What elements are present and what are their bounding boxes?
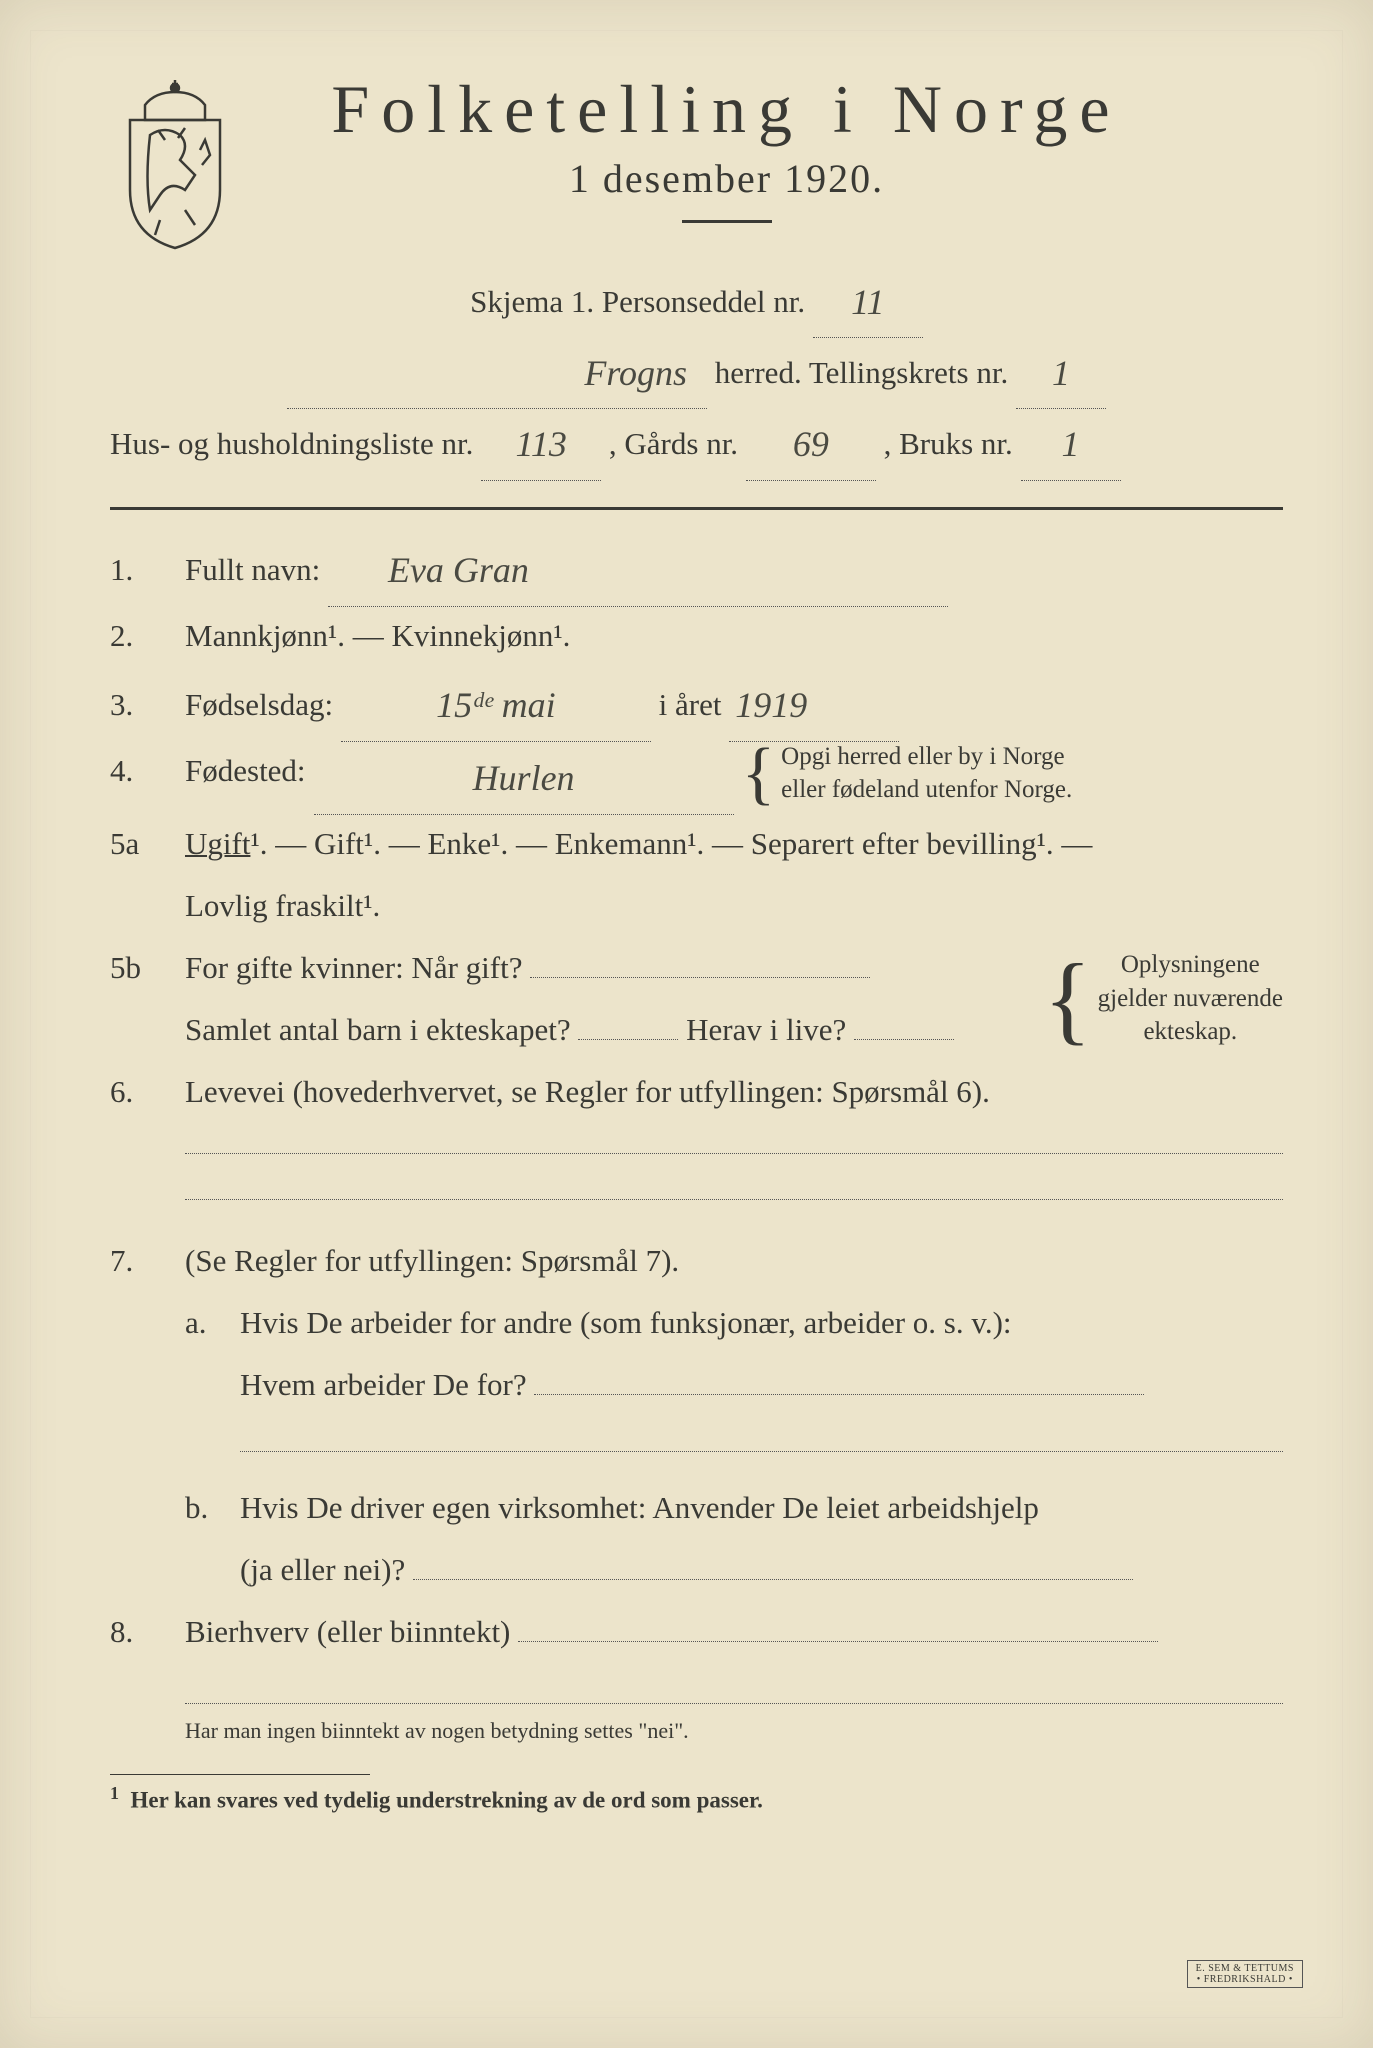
bruks-label: , Bruks nr. — [884, 426, 1013, 461]
q3-num: 3. — [110, 674, 185, 736]
q2-text: Mannkjønn¹. — Kvinnekjønn¹. — [185, 605, 1283, 667]
footnote-2: 1 Her kan svares ved tydelig understrekn… — [110, 1783, 1283, 1814]
printer-l1: E. SEM & TETTUMS — [1196, 1963, 1294, 1974]
q1-value: Eva Gran — [328, 534, 948, 607]
printer-mark: E. SEM & TETTUMS • FREDRIKSHALD • — [1187, 1960, 1303, 1988]
q1-label: Fullt navn: — [185, 552, 320, 587]
q7a-l1: Hvis De arbeider for andre (som funksjon… — [240, 1292, 1283, 1354]
footnote-2-num: 1 — [110, 1783, 119, 1803]
meta-line-2: Frogns herred. Tellingskrets nr. 1 — [110, 336, 1283, 407]
q6: 6. Levevei (hovederhvervet, se Regler fo… — [110, 1061, 1283, 1123]
q7: 7. (Se Regler for utfyllingen: Spørsmål … — [110, 1230, 1283, 1292]
q5a-rest: ¹. — Gift¹. — Enke¹. — Enkemann¹. — Sepa… — [250, 826, 1092, 861]
footnote-2-text: Her kan svares ved tydelig understreknin… — [131, 1787, 763, 1812]
q3-label-a: Fødselsdag: — [185, 687, 333, 722]
subtitle: 1 desember 1920. — [270, 155, 1183, 202]
tellingskrets-nr: 1 — [1016, 338, 1106, 409]
q4-num: 4. — [110, 740, 185, 802]
q3-value-a: 15ᵈᵉ mai — [341, 669, 651, 742]
q5b-note: { Oplysningene gjelder nuværende ekteska… — [1044, 948, 1283, 1049]
q8-label: Bierhverv (eller biinntekt) — [185, 1614, 510, 1649]
q7a-l2: Hvem arbeider De for? — [240, 1367, 527, 1402]
q5b-l1: For gifte kvinner: Når gift? — [185, 950, 522, 985]
q5a-line2: Lovlig fraskilt¹. — [110, 875, 1283, 937]
main-title: Folketelling i Norge — [270, 70, 1183, 149]
q5b-note-l3: ekteskap. — [1143, 1018, 1237, 1045]
q5b-fill-1 — [530, 977, 870, 978]
q6-num: 6. — [110, 1061, 185, 1123]
q8-fill — [518, 1641, 1158, 1642]
skjema-label: Skjema 1. Personseddel nr. — [470, 284, 805, 319]
q7b-num: b. — [185, 1477, 240, 1539]
q5a: 5a Ugift¹. — Gift¹. — Enke¹. — Enkemann¹… — [110, 813, 1283, 875]
husliste-nr: 113 — [481, 409, 601, 480]
meta-line-3: Hus- og husholdningsliste nr. 113 , Gård… — [110, 407, 1283, 478]
q3-value-b: 1919 — [729, 669, 899, 742]
census-form-page: Folketelling i Norge 1 desember 1920. Sk… — [0, 0, 1373, 2048]
q8-line — [185, 1703, 1283, 1704]
q4-note-l2: eller fødeland utenfor Norge. — [781, 776, 1072, 803]
q5b-l2b: Herav i live? — [686, 1012, 846, 1047]
q7a-fill — [534, 1394, 1144, 1395]
q8-num: 8. — [110, 1601, 185, 1663]
brace-icon: { — [742, 756, 776, 791]
q5b-fill-2 — [578, 1039, 678, 1040]
q7b-fill — [413, 1579, 1133, 1580]
q7b-l2: (ja eller nei)? — [240, 1552, 405, 1587]
q4: 4. Fødested: Hurlen { Opgi herred eller … — [110, 740, 1283, 813]
personseddel-nr: 11 — [813, 267, 923, 338]
printer-l2: • FREDRIKSHALD • — [1196, 1974, 1294, 1985]
meta-line-1: Skjema 1. Personseddel nr. 11 — [110, 265, 1283, 336]
gards-label: , Gårds nr. — [609, 426, 738, 461]
q1-num: 1. — [110, 539, 185, 601]
bruks-nr: 1 — [1021, 409, 1121, 480]
q2: 2. Mannkjønn¹. — Kvinnekjønn¹. — [110, 605, 1283, 667]
q1: 1. Fullt navn: Eva Gran — [110, 532, 1283, 605]
q5b-note-l2: gjelder nuværende — [1098, 985, 1283, 1012]
title-rule — [682, 220, 772, 223]
gards-nr: 69 — [746, 409, 876, 480]
q5b: 5b For gifte kvinner: Når gift? Samlet a… — [110, 937, 1283, 1061]
q5a-ugift: Ugift — [185, 826, 250, 861]
q5b-note-l1: Oplysningene — [1121, 951, 1260, 978]
q7b-l1: Hvis De driver egen virksomhet: Anvender… — [240, 1477, 1283, 1539]
q7a-line — [240, 1451, 1283, 1452]
q4-note-l1: Opgi herred eller by i Norge — [781, 743, 1064, 770]
q2-num: 2. — [110, 605, 185, 667]
brace-icon: { — [1044, 974, 1092, 1024]
q4-note: { Opgi herred eller by i Norge eller fød… — [742, 740, 1073, 808]
hus-label: Hus- og husholdningsliste nr. — [110, 426, 473, 461]
q6-line-2 — [185, 1199, 1283, 1200]
q8: 8. Bierhverv (eller biinntekt) — [110, 1601, 1283, 1663]
q5a-num: 5a — [110, 813, 185, 875]
q7-num: 7. — [110, 1230, 185, 1292]
header: Folketelling i Norge 1 desember 1920. — [110, 70, 1283, 255]
q6-line-1 — [185, 1153, 1283, 1154]
q6-text: Levevei (hovederhvervet, se Regler for u… — [185, 1061, 1283, 1123]
title-block: Folketelling i Norge 1 desember 1920. — [270, 70, 1283, 255]
q5b-fill-3 — [854, 1039, 954, 1040]
q3-label-b: i året — [659, 687, 722, 722]
footnote-rule — [110, 1774, 370, 1775]
q5b-num: 5b — [110, 937, 185, 999]
q5a-text2: Lovlig fraskilt¹. — [185, 875, 1283, 937]
q7a: a. Hvis De arbeider for andre (som funks… — [110, 1292, 1283, 1416]
q3: 3. Fødselsdag: 15ᵈᵉ mai i året 1919 — [110, 667, 1283, 740]
herred-value: Frogns — [287, 338, 707, 409]
q7-intro: (Se Regler for utfyllingen: Spørsmål 7). — [185, 1230, 1283, 1292]
herred-label: herred. Tellingskrets nr. — [715, 355, 1008, 390]
footnote-1: Har man ingen biinntekt av nogen betydni… — [185, 1718, 1283, 1744]
divider-main — [110, 507, 1283, 510]
q4-value: Hurlen — [314, 742, 734, 815]
q7b: b. Hvis De driver egen virksomhet: Anven… — [110, 1477, 1283, 1601]
q7a-num: a. — [185, 1292, 240, 1354]
coat-of-arms-icon — [110, 80, 240, 250]
q5b-l2a: Samlet antal barn i ekteskapet? — [185, 1012, 571, 1047]
q4-label: Fødested: — [185, 740, 306, 802]
